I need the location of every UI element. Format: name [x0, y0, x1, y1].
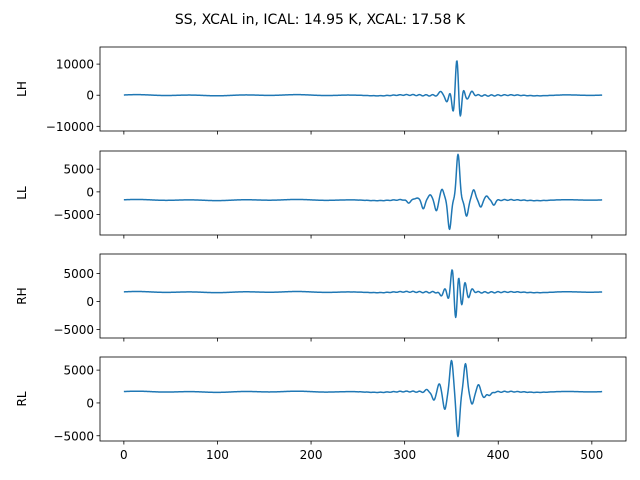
y-axis-label: RL [15, 391, 29, 406]
subplot-lh: −10000 0 10000 LH [15, 46, 627, 135]
x-tick-label: 0 [120, 448, 128, 462]
y-tick-label: 0 [86, 295, 94, 309]
subplot-rh: −5000 0 5000 RH [15, 253, 627, 342]
y-tick-label: −5000 [53, 208, 94, 222]
x-tick-label: 200 [300, 448, 323, 462]
y-tick-label: 0 [86, 185, 94, 199]
series-line-ll [123, 153, 603, 231]
series-line-rl [123, 359, 603, 438]
axes-frame [99, 253, 627, 339]
y-tick-label: −5000 [53, 429, 94, 443]
x-tick-label: 400 [487, 448, 510, 462]
subplot-ll: −5000 0 5000 LL [15, 150, 627, 239]
y-tick-label: 0 [86, 396, 94, 410]
x-tick-label: 100 [206, 448, 229, 462]
y-axis-label: RH [15, 287, 29, 304]
figure-title: SS, XCAL in, ICAL: 14.95 K, XCAL: 17.58 … [175, 12, 466, 28]
y-tick-label: −10000 [46, 120, 94, 134]
subplots: −10000010000LH−500005000LL−500005000RH−5… [15, 46, 627, 462]
subplot-rl: −5000 0 5000 0 100 200 300 400 500 RL [15, 356, 627, 462]
y-tick-label: 5000 [63, 267, 94, 281]
y-tick-label: 5000 [63, 163, 94, 177]
y-tick-label: 10000 [56, 58, 94, 72]
y-tick-label: 5000 [63, 364, 94, 378]
y-tick-label: 0 [86, 89, 94, 103]
y-axis-label: LL [15, 186, 29, 200]
x-tick-label: 500 [580, 448, 603, 462]
series-line-lh [123, 60, 603, 117]
y-axis-label: LH [15, 81, 29, 97]
axes-frame [99, 150, 627, 236]
axes-frame [99, 356, 627, 442]
series-line-rh [123, 269, 603, 319]
axes-frame [99, 46, 627, 132]
x-tick-label: 300 [393, 448, 416, 462]
y-tick-label: −5000 [53, 323, 94, 337]
